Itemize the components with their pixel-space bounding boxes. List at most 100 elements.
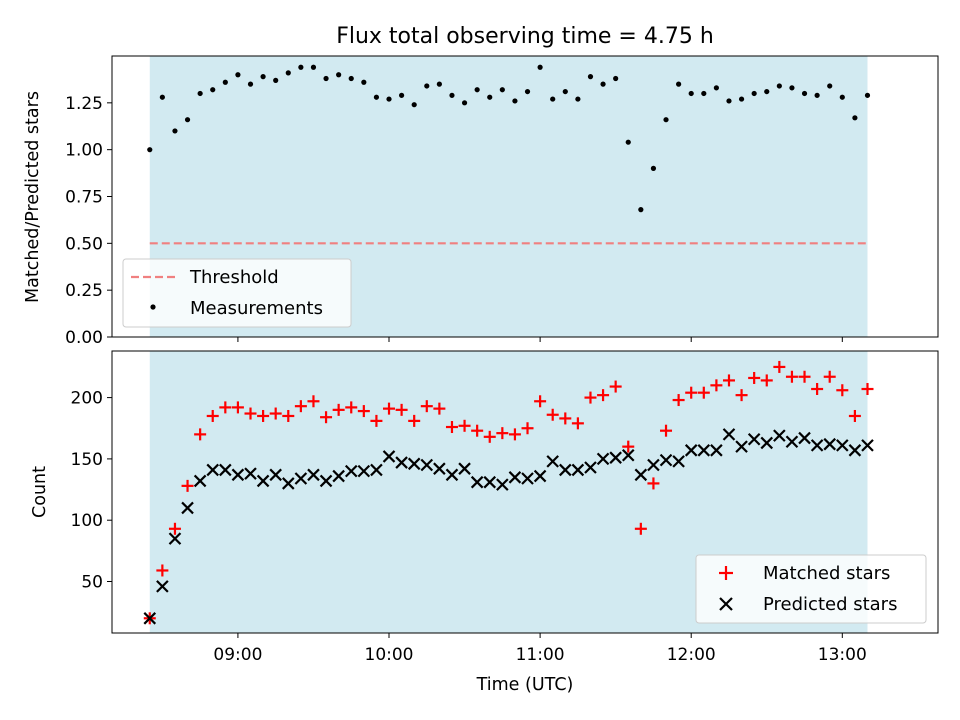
- predicted-star-point: [684, 444, 698, 457]
- matched-star-point: [660, 424, 673, 437]
- measurement-point: [600, 81, 606, 87]
- predicted-star-point: [521, 472, 534, 485]
- predicted-star-point: [672, 455, 685, 468]
- matched-star-point: [685, 386, 698, 399]
- measurement-point: [801, 90, 808, 97]
- measurement-point: [210, 87, 216, 93]
- matched-star-point: [710, 379, 723, 392]
- matched-star-point: [848, 409, 861, 422]
- matched-star-point: [345, 401, 358, 414]
- matched-star-point: [559, 412, 572, 425]
- matched-star-point: [697, 386, 710, 399]
- matched-star-point: [282, 409, 295, 422]
- bottom-panel: 50 100 150 200 09:00 10:00 11:00 12:00 13:00 Co…: [30, 350, 939, 695]
- predicted-star-point: [483, 475, 497, 489]
- matched-star-point: [672, 394, 685, 407]
- matched-star-point: [508, 428, 521, 441]
- matched-star-point: [257, 409, 270, 422]
- matched-star-point: [458, 419, 471, 432]
- predicted-star-point: [533, 469, 547, 483]
- predicted-star-point: [848, 444, 862, 457]
- predicted-star-point: [785, 435, 799, 449]
- measurement-point: [827, 83, 833, 89]
- measurement-point: [197, 90, 203, 97]
- matched-star-point: [823, 370, 836, 383]
- measurement-point: [373, 94, 380, 100]
- measurement-point: [386, 96, 392, 102]
- top-y-tick-label: 0.00: [65, 328, 103, 348]
- predicted-star-point: [244, 467, 257, 480]
- matched-star-point: [521, 422, 534, 435]
- measurement-point: [726, 98, 732, 104]
- legend-matched-swatch: [719, 566, 733, 580]
- predicted-star-point: [156, 580, 169, 593]
- matched-star-point: [471, 424, 484, 437]
- measurement-point: [411, 102, 417, 108]
- predicted-star-point: [344, 464, 358, 478]
- x-tick-label: 09:00: [213, 645, 262, 665]
- predicted-star-point: [609, 451, 622, 464]
- measurement-point: [285, 70, 291, 76]
- measurement-point: [247, 81, 254, 87]
- matched-star-point: [357, 405, 370, 418]
- legend-measurements-label: Measurements: [190, 298, 323, 319]
- measurement-point: [839, 94, 845, 100]
- matched-star-point: [307, 395, 320, 408]
- bottom-y-tick-label: 50: [81, 573, 103, 593]
- matched-star-point: [748, 371, 761, 384]
- measurement-point: [789, 85, 795, 91]
- measurement-point: [172, 128, 178, 134]
- matched-star-point: [622, 440, 635, 453]
- predicted-star-point: [810, 439, 824, 452]
- matched-star-point: [735, 389, 748, 402]
- predicted-star-point: [647, 458, 660, 472]
- predicted-star-point: [634, 468, 648, 482]
- predicted-star-point: [861, 439, 874, 452]
- measurement-point: [663, 117, 669, 123]
- top-legend: Threshold Measurements: [122, 258, 352, 328]
- predicted-star-point: [546, 455, 559, 468]
- legend-predicted-swatch: [719, 597, 733, 611]
- matched-star-point: [370, 414, 383, 427]
- matched-star-point: [433, 402, 446, 415]
- predicted-star-point: [407, 457, 421, 471]
- predicted-star-point: [621, 448, 635, 462]
- bottom-legend: Matched stars Predicted stars: [695, 554, 927, 624]
- x-axis-label: Time (UTC): [476, 675, 574, 695]
- measurement-point: [613, 75, 619, 82]
- matched-star-point: [194, 428, 207, 441]
- matched-star-point: [861, 383, 874, 396]
- predicted-star-point: [836, 439, 849, 452]
- predicted-star-point: [571, 463, 585, 477]
- top-legend-box: [122, 258, 352, 328]
- measurement-point: [550, 96, 556, 102]
- measurement-point: [764, 88, 770, 95]
- predicted-star-point: [370, 463, 383, 477]
- measurement-point: [361, 79, 367, 85]
- chart-title: Flux total observing time = 4.75 h: [336, 24, 714, 49]
- predicted-star-point: [773, 429, 786, 442]
- matched-star-point: [320, 411, 333, 424]
- predicted-star-point: [357, 464, 371, 478]
- measurement-point: [499, 87, 505, 93]
- predicted-star-point: [596, 452, 610, 466]
- predicted-star-point: [256, 474, 270, 488]
- matched-star-point: [496, 427, 509, 440]
- measurement-point: [424, 83, 430, 89]
- predicted-star-point: [760, 436, 774, 450]
- matched-star-point: [722, 374, 735, 387]
- matched-star-point: [420, 400, 433, 413]
- measurement-point: [701, 90, 707, 97]
- measurement-point: [512, 98, 518, 104]
- matched-star-point: [483, 430, 496, 443]
- matched-star-point: [219, 401, 232, 414]
- predicted-star-point: [445, 468, 459, 482]
- predicted-star-point: [294, 472, 308, 485]
- matched-star-point: [231, 401, 244, 414]
- predicted-star-point: [319, 474, 333, 488]
- measurement-point: [814, 92, 820, 98]
- matched-star-point: [609, 380, 622, 393]
- measurement-point: [323, 75, 329, 82]
- measurement-point: [776, 83, 782, 89]
- x-tick-label: 12:00: [667, 645, 716, 665]
